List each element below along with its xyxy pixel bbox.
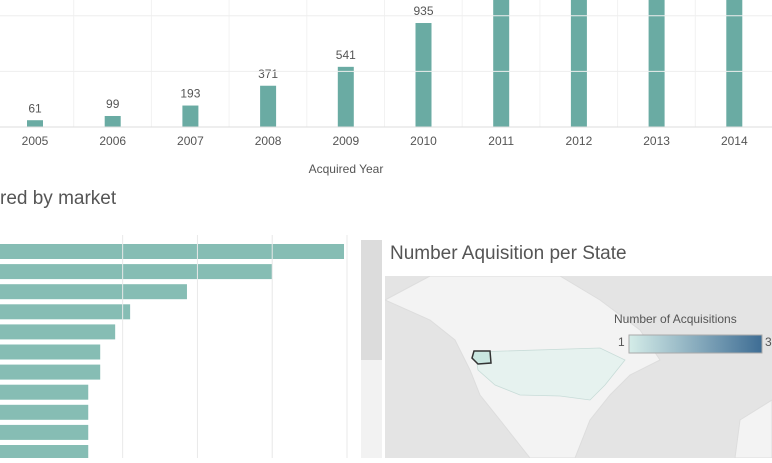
legend-title: Number of Acquisitions xyxy=(614,312,737,326)
legend-min: 1 xyxy=(618,335,625,349)
x-tick-label: 2007 xyxy=(177,134,204,148)
bar xyxy=(337,66,354,127)
bar xyxy=(726,0,743,127)
bar xyxy=(0,304,131,320)
bar xyxy=(415,23,432,127)
x-tick-label: 2012 xyxy=(566,134,593,148)
data-label: 371 xyxy=(258,67,278,81)
bar xyxy=(0,424,89,440)
bar xyxy=(570,0,587,127)
bar xyxy=(0,364,101,380)
data-label: 935 xyxy=(413,4,433,18)
x-tick-label: 2009 xyxy=(332,134,359,148)
legend-gradient xyxy=(628,334,763,354)
x-tick-label: 2011 xyxy=(488,134,514,148)
bar xyxy=(0,324,116,340)
bar xyxy=(104,115,121,127)
chart-title: red by market xyxy=(0,188,117,209)
x-tick-label: 2014 xyxy=(721,134,748,148)
bar xyxy=(493,0,510,127)
legend-max: 3 xyxy=(765,335,772,349)
bar xyxy=(0,404,89,420)
x-tick-label: 2005 xyxy=(22,134,49,148)
data-label: 193 xyxy=(180,87,200,101)
bar xyxy=(182,105,199,127)
x-tick-label: 2008 xyxy=(255,134,282,148)
x-axis-title: Acquired Year xyxy=(309,162,384,176)
x-tick-label: 2006 xyxy=(99,134,126,148)
bar xyxy=(648,0,665,127)
bar xyxy=(0,244,345,259)
bar xyxy=(260,85,277,127)
bar xyxy=(0,284,187,300)
x-tick-label: 2013 xyxy=(643,134,670,148)
bar xyxy=(0,344,101,360)
map[interactable] xyxy=(385,276,772,458)
scrollbar[interactable] xyxy=(361,240,382,458)
data-label: 541 xyxy=(336,48,356,62)
bar xyxy=(0,264,273,280)
data-label: 99 xyxy=(106,97,120,111)
x-tick-label: 2010 xyxy=(410,134,437,148)
bar xyxy=(0,384,89,400)
bar xyxy=(0,445,89,460)
data-label: 61 xyxy=(28,101,42,115)
map-title: Number Aquisition per State xyxy=(390,243,627,264)
bar xyxy=(27,120,43,127)
